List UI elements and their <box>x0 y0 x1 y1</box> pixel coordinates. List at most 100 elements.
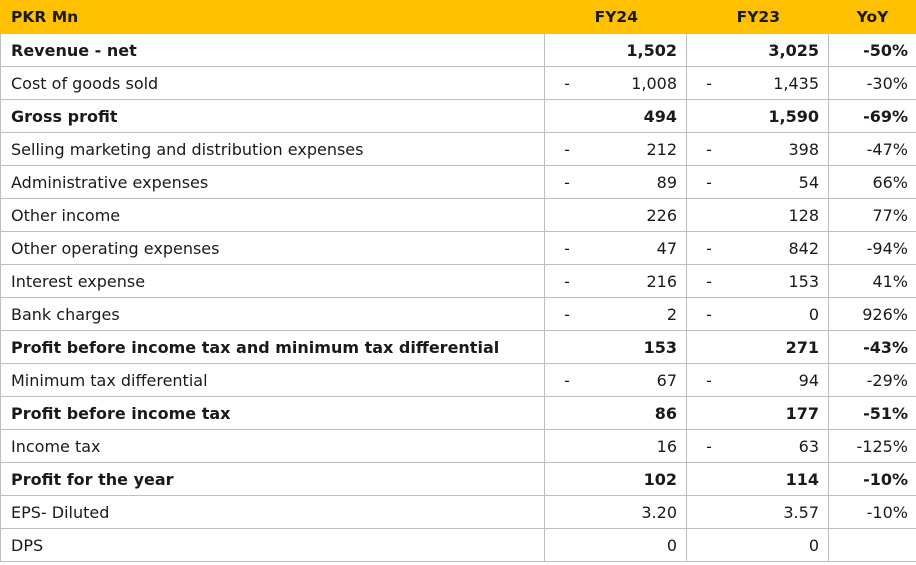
fy24-cell: 16 <box>544 429 687 463</box>
fy24-cell: 226 <box>544 198 687 232</box>
fy23-cell: - 1,435 <box>686 66 829 100</box>
fy24-value: 2 <box>666 304 677 324</box>
fy23-cell: 3,025 <box>686 33 829 67</box>
table-row: Selling marketing and distribution expen… <box>0 132 916 166</box>
table-row: Gross profit 494 1,590 -69% <box>0 99 916 133</box>
table-row: Other income 226 128 77% <box>0 198 916 232</box>
table-row: Interest expense - 216 - 153 41% <box>0 264 916 298</box>
fy23-cell: 114 <box>686 462 829 496</box>
fy23-cell: 3.57 <box>686 495 829 529</box>
table-row: DPS 0 0 <box>0 528 916 562</box>
fy24-cell: - 89 <box>544 165 687 199</box>
fy24-value: 89 <box>656 172 677 192</box>
fy24-sign: - <box>564 370 570 390</box>
fy24-sign: - <box>564 271 570 291</box>
fy24-value: 226 <box>646 205 677 225</box>
fy24-cell: 1,502 <box>544 33 687 67</box>
fy24-value: 3.20 <box>641 502 677 522</box>
table-row: Revenue - net 1,502 3,025 -50% <box>0 33 916 67</box>
row-label: Minimum tax differential <box>0 363 545 397</box>
yoy-value: -125% <box>828 429 916 463</box>
yoy-value: -43% <box>828 330 916 364</box>
header-row: PKR Mn FY24 FY23 YoY <box>0 0 916 34</box>
yoy-value: -69% <box>828 99 916 133</box>
fy23-value: 63 <box>798 436 819 456</box>
table-row: EPS- Diluted 3.20 3.57 -10% <box>0 495 916 529</box>
yoy-value: -94% <box>828 231 916 265</box>
fy23-cell: 128 <box>686 198 829 232</box>
fy23-value: 54 <box>798 172 819 192</box>
header-fy23: FY23 <box>686 0 829 34</box>
fy23-sign: - <box>706 271 712 291</box>
fy24-sign: - <box>564 304 570 324</box>
fy23-value: 398 <box>788 139 819 159</box>
row-label: Other operating expenses <box>0 231 545 265</box>
fy23-cell: 0 <box>686 528 829 562</box>
fy23-value: 271 <box>785 337 819 357</box>
row-label: Gross profit <box>0 99 545 133</box>
fy24-sign: - <box>564 139 570 159</box>
row-label: Income tax <box>0 429 545 463</box>
row-label: Interest expense <box>0 264 545 298</box>
yoy-value: 926% <box>828 297 916 331</box>
fy23-value: 114 <box>785 469 819 489</box>
row-label: Profit for the year <box>0 462 545 496</box>
yoy-value: -29% <box>828 363 916 397</box>
fy24-cell: - 1,008 <box>544 66 687 100</box>
fy23-cell: - 94 <box>686 363 829 397</box>
fy23-cell: 177 <box>686 396 829 430</box>
yoy-value: -47% <box>828 132 916 166</box>
fy24-cell: - 47 <box>544 231 687 265</box>
fy24-value: 1,008 <box>631 73 677 93</box>
fy23-value: 94 <box>798 370 819 390</box>
fy23-cell: 271 <box>686 330 829 364</box>
row-label: Other income <box>0 198 545 232</box>
table-row: Profit before income tax 86 177 -51% <box>0 396 916 430</box>
fy23-cell: - 54 <box>686 165 829 199</box>
fy23-cell: 1,590 <box>686 99 829 133</box>
fy23-cell: - 398 <box>686 132 829 166</box>
fy23-sign: - <box>706 73 712 93</box>
fy24-value: 494 <box>643 106 677 126</box>
fy23-sign: - <box>706 238 712 258</box>
header-currency-label: PKR Mn <box>0 0 545 34</box>
table-row: Profit for the year 102 114 -10% <box>0 462 916 496</box>
yoy-value: -51% <box>828 396 916 430</box>
row-label: Administrative expenses <box>0 165 545 199</box>
header-yoy: YoY <box>828 0 916 34</box>
fy23-value: 3,025 <box>768 40 819 60</box>
yoy-value: 66% <box>828 165 916 199</box>
yoy-value: -10% <box>828 462 916 496</box>
table-row: Other operating expenses - 47 - 842 -94% <box>0 231 916 265</box>
fy24-value: 47 <box>656 238 677 258</box>
yoy-value: 41% <box>828 264 916 298</box>
fy24-cell: 3.20 <box>544 495 687 529</box>
fy24-value: 67 <box>656 370 677 390</box>
fy23-sign: - <box>706 172 712 192</box>
table-row: Administrative expenses - 89 - 54 66% <box>0 165 916 199</box>
yoy-value: 77% <box>828 198 916 232</box>
fy23-cell: -0 <box>686 297 829 331</box>
fy24-value: 102 <box>643 469 677 489</box>
fy23-value: 1,435 <box>773 73 819 93</box>
table-row: Profit before income tax and minimum tax… <box>0 330 916 364</box>
fy23-value: 128 <box>788 205 819 225</box>
table-row: Income tax 16 - 63 -125% <box>0 429 916 463</box>
fy23-value: 842 <box>788 238 819 258</box>
fy24-cell: 86 <box>544 396 687 430</box>
fy23-sign: - <box>706 304 712 324</box>
fy24-sign: - <box>564 73 570 93</box>
fy24-cell: - 67 <box>544 363 687 397</box>
yoy-value: -10% <box>828 495 916 529</box>
row-label: Profit before income tax <box>0 396 545 430</box>
row-label: Cost of goods sold <box>0 66 545 100</box>
fy23-value: 3.57 <box>783 502 819 522</box>
fy24-value: 86 <box>654 403 677 423</box>
yoy-value: -30% <box>828 66 916 100</box>
fy23-sign: - <box>706 370 712 390</box>
fy24-cell: - 212 <box>544 132 687 166</box>
fy23-cell: - 842 <box>686 231 829 265</box>
yoy-value <box>828 528 916 562</box>
row-label: DPS <box>0 528 545 562</box>
